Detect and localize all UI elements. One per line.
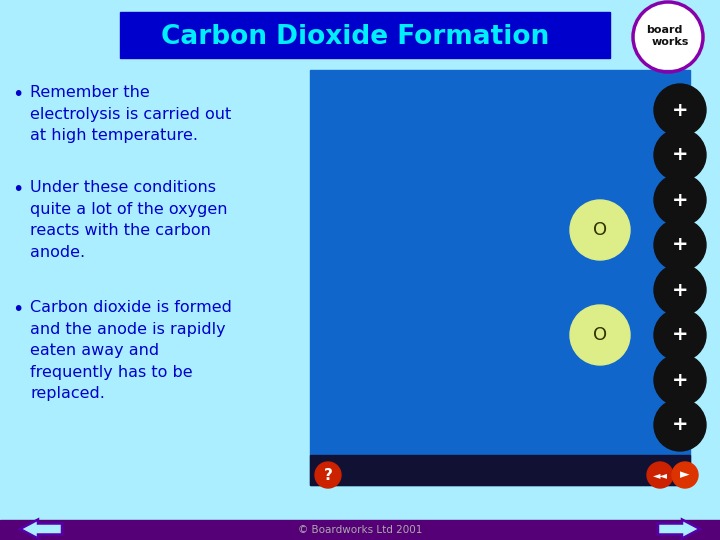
Circle shape	[672, 462, 698, 488]
Circle shape	[570, 200, 630, 260]
Text: Carbon dioxide is formed
and the anode is rapidly
eaten away and
frequently has : Carbon dioxide is formed and the anode i…	[30, 300, 232, 401]
Text: ◄◄: ◄◄	[652, 470, 667, 480]
Text: +: +	[672, 145, 688, 165]
Text: Under these conditions
quite a lot of the oxygen
reacts with the carbon
anode.: Under these conditions quite a lot of th…	[30, 180, 228, 260]
Text: +: +	[672, 100, 688, 119]
Bar	[310, 455, 690, 485]
Text: O: O	[593, 326, 607, 344]
Circle shape	[654, 129, 706, 181]
Text: +: +	[672, 191, 688, 210]
Text: works: works	[652, 37, 689, 47]
FancyArrow shape	[658, 519, 700, 538]
Circle shape	[654, 354, 706, 406]
Circle shape	[315, 462, 341, 488]
Bar	[120, 12, 610, 58]
Circle shape	[654, 84, 706, 136]
Text: ►: ►	[680, 469, 690, 482]
Text: +: +	[672, 280, 688, 300]
Text: •: •	[12, 300, 23, 319]
Circle shape	[570, 305, 630, 365]
Text: +: +	[672, 326, 688, 345]
Circle shape	[647, 462, 673, 488]
Circle shape	[633, 2, 703, 72]
Circle shape	[654, 174, 706, 226]
Text: •: •	[12, 180, 23, 199]
Text: Carbon Dioxide Formation: Carbon Dioxide Formation	[161, 24, 549, 50]
FancyArrow shape	[20, 519, 62, 538]
Text: ?: ?	[323, 468, 333, 483]
Text: board: board	[646, 25, 682, 35]
Text: O: O	[593, 221, 607, 239]
Text: +: +	[672, 415, 688, 435]
Text: © Boardworks Ltd 2001: © Boardworks Ltd 2001	[298, 525, 422, 535]
Circle shape	[654, 219, 706, 271]
Circle shape	[654, 399, 706, 451]
Bar	[0, 520, 720, 540]
Bar	[310, 70, 690, 485]
Text: •: •	[12, 85, 23, 104]
Text: Remember the
electrolysis is carried out
at high temperature.: Remember the electrolysis is carried out…	[30, 85, 231, 143]
Circle shape	[654, 264, 706, 316]
Circle shape	[654, 309, 706, 361]
Text: +: +	[672, 235, 688, 254]
Text: +: +	[672, 370, 688, 389]
Text: ...: ...	[678, 37, 686, 47]
